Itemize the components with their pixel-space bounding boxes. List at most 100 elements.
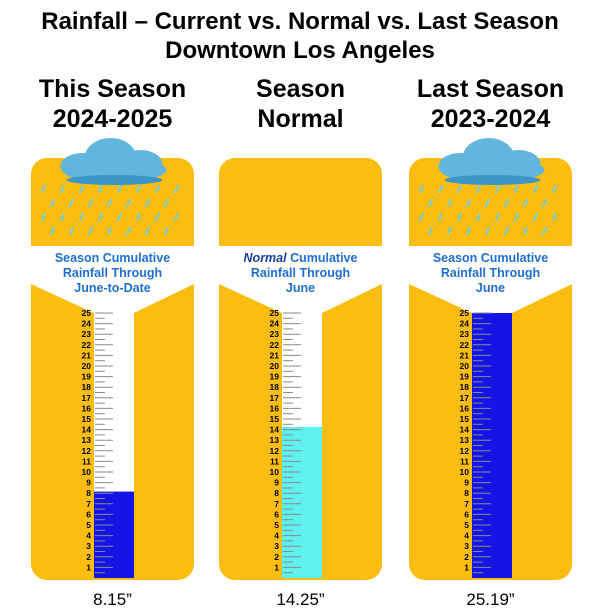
tick-label: 20 — [460, 361, 470, 371]
tick-label: 1 — [464, 562, 469, 572]
tick-label: 6 — [274, 509, 279, 519]
rain-drop — [438, 185, 443, 193]
tick-label: 10 — [82, 467, 92, 477]
rain-drop — [117, 185, 122, 193]
cloud-icon — [60, 138, 167, 185]
tick-label: 1 — [86, 562, 91, 572]
tick-label: 21 — [82, 350, 92, 360]
rain-drop — [145, 227, 150, 235]
rain-drop — [466, 199, 471, 207]
caption-band — [31, 246, 194, 313]
panel-header-line: Last Season — [417, 75, 564, 103]
tick-label: 12 — [270, 446, 280, 456]
rain-drop — [419, 213, 424, 221]
caption-band — [409, 246, 572, 313]
tick-label: 7 — [274, 499, 279, 509]
tick-label: 9 — [86, 478, 91, 488]
panel-header-line: 2024-2025 — [53, 105, 173, 133]
value-label: 8.15” — [93, 590, 132, 609]
cloud-base — [444, 175, 541, 185]
tick-label: 17 — [82, 393, 92, 403]
rain-drop — [419, 185, 424, 193]
rain-drop — [552, 185, 557, 193]
rain-drop — [50, 227, 55, 235]
tick-label: 1 — [274, 562, 279, 572]
tick-label: 4 — [464, 531, 469, 541]
tick-label: 9 — [464, 478, 469, 488]
rain-drop — [164, 199, 169, 207]
rain-drop — [514, 185, 519, 193]
rain-streaks — [419, 185, 557, 235]
rain-drop — [60, 185, 65, 193]
tick-label: 8 — [86, 488, 91, 498]
tick-label: 19 — [460, 372, 470, 382]
tick-label: 25 — [82, 308, 92, 318]
rain-streaks — [41, 185, 179, 235]
tick-label: 18 — [270, 382, 280, 392]
tick-label: 25 — [460, 308, 470, 318]
rain-drop — [495, 213, 500, 221]
tick-label: 24 — [82, 319, 92, 329]
rain-drop — [117, 213, 122, 221]
rain-drop — [533, 185, 538, 193]
tick-label: 3 — [86, 541, 91, 551]
rain-drop — [542, 199, 547, 207]
rain-drop — [41, 213, 46, 221]
tick-label: 11 — [270, 456, 279, 466]
tick-label: 15 — [82, 414, 92, 424]
tick-label: 13 — [270, 435, 280, 445]
tick-label: 24 — [270, 319, 280, 329]
tick-label: 15 — [460, 414, 470, 424]
tick-label: 22 — [82, 340, 92, 350]
rain-drop — [523, 199, 528, 207]
caption-band — [219, 246, 382, 313]
tick-label: 23 — [270, 329, 280, 339]
tick-label: 7 — [86, 499, 91, 509]
rain-drop — [88, 227, 93, 235]
tick-label: 18 — [82, 382, 92, 392]
tick-label: 14 — [82, 425, 92, 435]
tick-label: 2 — [86, 552, 91, 562]
value-label: 25.19” — [466, 590, 515, 609]
tick-label: 5 — [274, 520, 279, 530]
rain-drop — [476, 185, 481, 193]
rain-drop — [428, 227, 433, 235]
tick-label: 19 — [270, 372, 280, 382]
tick-label: 17 — [460, 393, 470, 403]
tick-label: 10 — [460, 467, 470, 477]
caption-line: June — [286, 281, 315, 295]
rain-drop — [457, 185, 462, 193]
tick-label: 17 — [270, 393, 280, 403]
rain-drop — [79, 213, 84, 221]
chart-subtitle: Downtown Los Angeles — [165, 37, 435, 64]
tick-label: 14 — [460, 425, 470, 435]
tick-label: 6 — [464, 509, 469, 519]
rain-drop — [60, 213, 65, 221]
rain-drop — [174, 185, 179, 193]
rain-drop — [98, 185, 103, 193]
rain-drop — [79, 185, 84, 193]
tick-label: 4 — [86, 531, 91, 541]
tick-label: 11 — [82, 456, 91, 466]
caption-line: Season Cumulative — [55, 251, 170, 265]
tick-label: 15 — [270, 414, 280, 424]
rain-drop — [88, 199, 93, 207]
rain-drop — [514, 213, 519, 221]
rain-drop — [41, 185, 46, 193]
rainfall-bar — [282, 426, 322, 578]
rain-drop — [126, 227, 131, 235]
tick-label: 5 — [464, 520, 469, 530]
rain-drop — [504, 227, 509, 235]
rain-drop — [542, 227, 547, 235]
rain-drop — [50, 199, 55, 207]
tick-label: 13 — [82, 435, 92, 445]
rain-drop — [69, 199, 74, 207]
tick-label: 2 — [464, 552, 469, 562]
rainfall-bar — [94, 491, 134, 578]
rain-drop — [485, 227, 490, 235]
rain-drop — [504, 199, 509, 207]
cloud-base — [66, 175, 163, 185]
tick-label: 22 — [270, 340, 280, 350]
tick-label: 14 — [270, 425, 280, 435]
